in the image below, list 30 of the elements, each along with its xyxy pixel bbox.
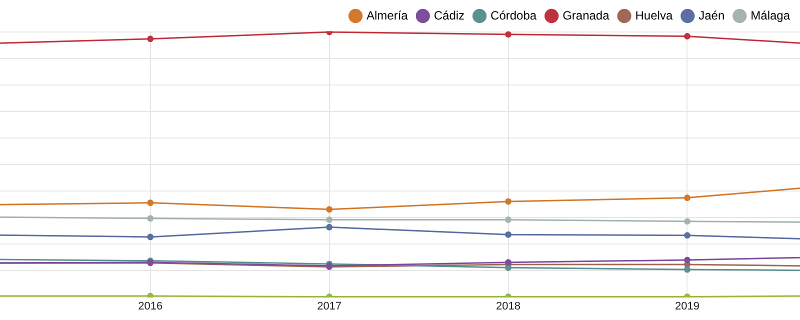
point: [505, 231, 512, 238]
point: [505, 216, 512, 223]
point: [326, 216, 333, 223]
point: [147, 36, 154, 42]
legend-label: Cádiz: [434, 8, 465, 22]
legend-label: Málaga: [750, 8, 790, 22]
x-tick-label: 2016: [138, 300, 163, 312]
point: [147, 200, 154, 206]
point: [147, 215, 154, 222]
point: [326, 206, 333, 213]
point: [684, 232, 690, 239]
point: [147, 292, 154, 298]
point: [505, 31, 512, 38]
point: [147, 234, 154, 240]
point: [684, 194, 690, 202]
x-tick-label: 2018: [496, 300, 521, 312]
legend-label: Córdoba: [490, 8, 537, 22]
point: [684, 266, 690, 273]
legend-label: Huelva: [635, 8, 673, 22]
point: [326, 224, 333, 230]
legend-label: Jaén: [698, 8, 725, 22]
point: [684, 256, 690, 264]
point: [684, 32, 690, 40]
x-tick-label: 2017: [317, 300, 342, 312]
point: [505, 198, 512, 205]
point: [684, 218, 690, 225]
legend-label: Granada: [562, 8, 610, 22]
x-tick-label: 2019: [675, 300, 700, 312]
point: [505, 264, 512, 271]
legend-label: Almería: [366, 8, 408, 22]
